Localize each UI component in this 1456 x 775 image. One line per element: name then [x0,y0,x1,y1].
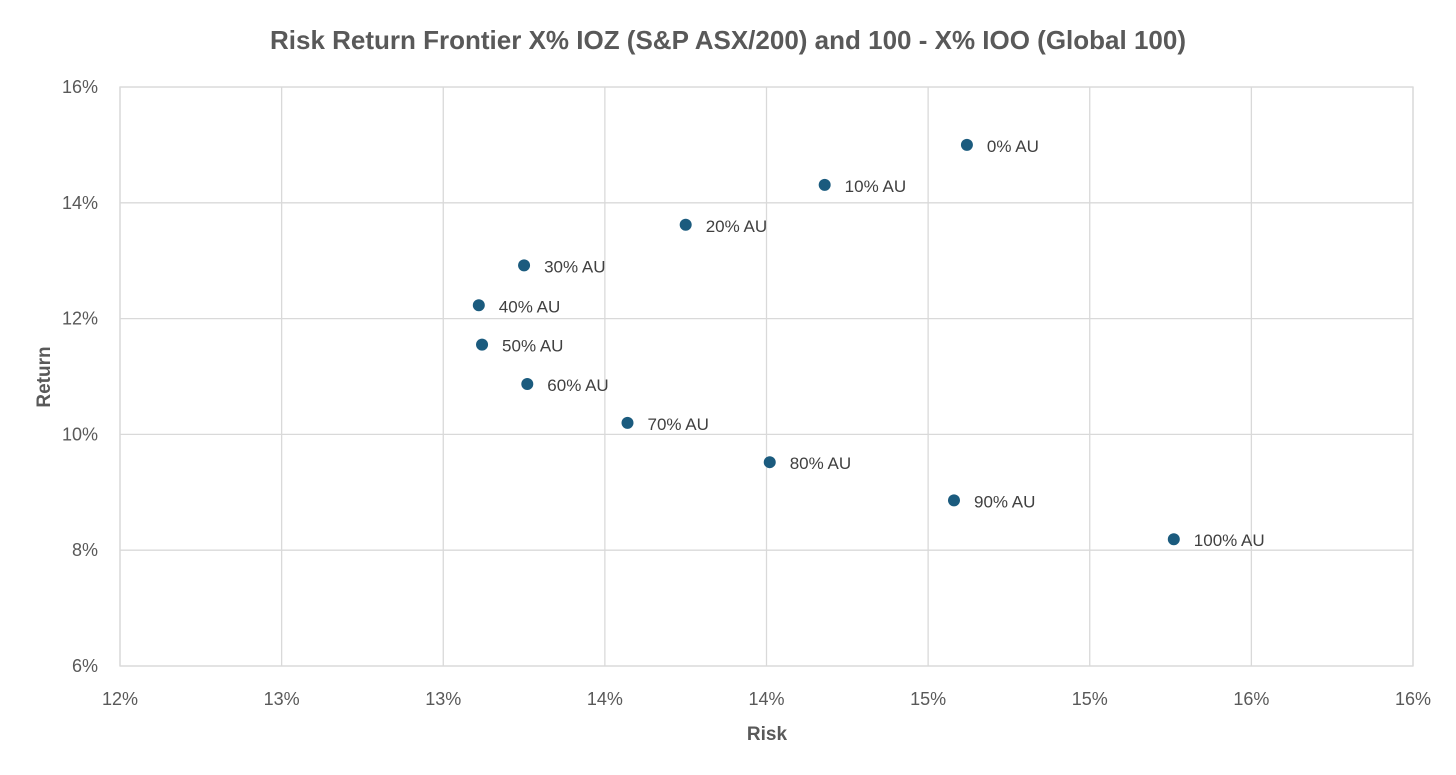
y-axis-tick-labels: 6% 8% 10% 12% 14% 16% [62,77,98,676]
data-point-label: 90% AU [974,492,1035,511]
data-point [763,456,776,469]
data-point-label: 80% AU [790,454,851,473]
data-point [818,178,831,191]
plot-area [119,86,1414,667]
data-point-label: 60% AU [547,376,608,395]
x-tick-label: 12% [102,689,138,709]
data-point-label: 100% AU [1194,531,1265,550]
data-point-label: 20% AU [706,217,767,236]
data-point-label: 10% AU [845,177,906,196]
x-tick-label: 13% [425,689,461,709]
data-point [472,299,485,312]
x-tick-label: 15% [910,689,946,709]
data-points [472,138,1180,546]
y-tick-label: 14% [62,193,98,213]
y-tick-label: 8% [72,540,98,560]
x-axis-title: Risk [747,724,788,745]
data-point [621,416,634,429]
data-point-label: 30% AU [544,257,605,276]
y-tick-label: 6% [72,656,98,676]
chart-title: Risk Return Frontier X% IOZ (S&P ASX/200… [270,25,1186,55]
data-point [679,218,692,231]
y-tick-label: 10% [62,424,98,444]
x-tick-label: 14% [748,689,784,709]
y-tick-label: 16% [62,77,98,97]
x-tick-label: 13% [264,689,300,709]
x-axis-tick-labels: 12% 13% 13% 14% 14% 15% 15% 16% 16% [102,689,1431,709]
data-point-label: 40% AU [499,297,560,316]
data-point-labels: 0% AU 10% AU 20% AU 30% AU 40% AU 50% AU 60% A… [499,137,1265,550]
data-point-label: 0% AU [987,137,1039,156]
data-point [476,338,489,351]
data-point [1167,533,1180,546]
data-point [947,494,960,507]
data-point-label: 70% AU [648,415,709,434]
data-point [518,259,531,272]
x-tick-label: 15% [1072,689,1108,709]
x-tick-label: 14% [587,689,623,709]
x-tick-label: 16% [1233,689,1269,709]
x-tick-label: 16% [1395,689,1431,709]
data-point [960,138,973,151]
y-tick-label: 12% [62,309,98,329]
data-point [521,378,534,391]
data-point-label: 50% AU [502,337,563,356]
gridlines [119,86,1414,667]
y-axis-title: Return [34,346,55,407]
